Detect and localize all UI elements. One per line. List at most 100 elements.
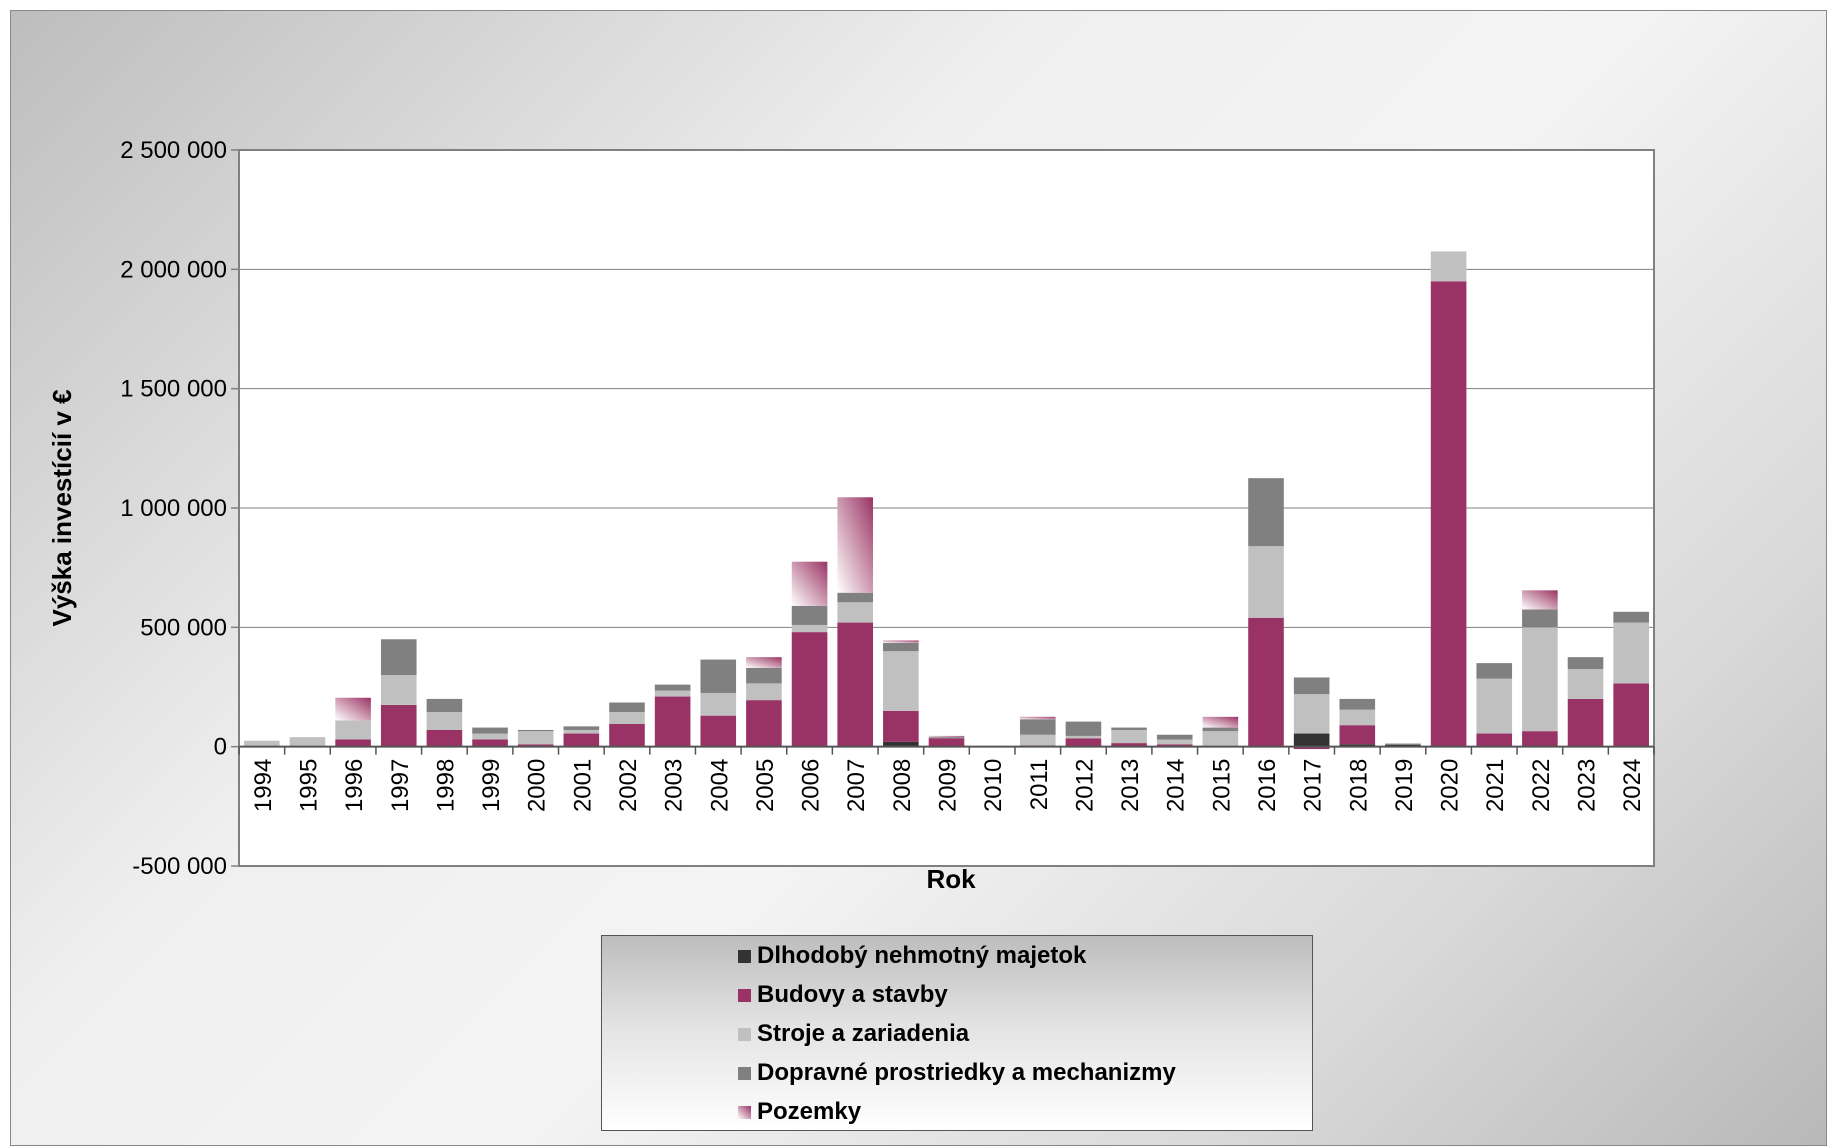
- bar-2002-series-2: [609, 712, 645, 724]
- legend-swatch-stroje: [738, 1027, 751, 1041]
- x-tick-label: 2001: [569, 759, 596, 812]
- bar-2007-series-1: [837, 622, 874, 747]
- x-tick-label: 2008: [889, 759, 916, 812]
- x-tick-label: 2003: [661, 759, 688, 812]
- bar-2016-series-3: [1248, 478, 1284, 547]
- bar-2003-series-1: [654, 696, 691, 747]
- bar-1998-series-1: [426, 729, 463, 747]
- x-tick-label: 1995: [295, 759, 322, 812]
- x-tick-label: 2004: [706, 759, 733, 812]
- x-tick-label: 2000: [524, 759, 551, 812]
- x-tick-label: 2012: [1071, 759, 1098, 812]
- bar-2022-series-2: [1522, 627, 1558, 732]
- bar-2021-series-3: [1476, 663, 1513, 679]
- bar-2020-series-2: [1430, 251, 1467, 282]
- x-tick-label: 2023: [1574, 759, 1601, 812]
- x-tick-label: 2014: [1163, 759, 1190, 812]
- bar-2001-series-3: [563, 726, 600, 730]
- bar-1996-series-2: [335, 720, 371, 740]
- legend-label-budovy: Budovy a stavby: [757, 981, 948, 1008]
- bar-2005-series-2: [746, 683, 782, 701]
- chart-svg: -500 000 0 500 000 1 000 000 1 500 000 2 000 …: [47, 137, 1655, 894]
- bar-2008-series-2: [883, 651, 919, 711]
- x-tick-label: 1998: [432, 759, 459, 812]
- bar-2018-series-1: [1339, 725, 1376, 745]
- bar-2003-series-3: [654, 684, 691, 691]
- x-tick-label: 1996: [341, 759, 368, 812]
- bar-2016-series-1: [1248, 617, 1284, 747]
- bar-2024-series-1: [1613, 683, 1649, 747]
- x-tick-label: 1997: [387, 759, 414, 812]
- bar-2003-series-2: [654, 690, 691, 697]
- bar-2006-series-1: [791, 632, 828, 747]
- legend-item-dlhodoby: Dlhodobý nehmotný majetok: [738, 938, 1086, 974]
- bar-1996-series-1: [335, 739, 371, 747]
- bar-2005-series-3: [746, 667, 782, 684]
- bar-1995-series-2: [289, 737, 326, 747]
- x-tick-label: 2011: [1026, 759, 1053, 811]
- bar-2000-series-3: [517, 729, 554, 732]
- bar-2017-series-2: [1293, 694, 1330, 734]
- x-tick-label: 2006: [798, 759, 825, 812]
- bar-1997-series-3: [380, 639, 417, 676]
- legend-label-pozemky: Pozemky: [757, 1098, 862, 1125]
- x-tick-label: 1999: [478, 759, 505, 812]
- bar-2019-series-3: [1385, 743, 1421, 745]
- bar-2008-series-1: [883, 710, 919, 742]
- bar-2006-series-3: [791, 605, 828, 625]
- y-tick-label: 1 500 000: [120, 376, 227, 403]
- bar-2002-series-1: [609, 723, 645, 747]
- bar-2014-series-2: [1156, 739, 1193, 745]
- legend-label-dopravne: Dopravné prostriedky a mechanizmy: [757, 1059, 1176, 1086]
- bar-2001-series-1: [563, 733, 600, 747]
- bar-2008-series-0: [883, 741, 919, 747]
- y-tick-label: -500 000: [132, 853, 227, 880]
- bar-2023-series-2: [1567, 669, 1604, 699]
- x-tick-label: 2018: [1345, 759, 1372, 812]
- bar-2024-series-3: [1613, 611, 1649, 623]
- bar-2012-series-3: [1065, 721, 1102, 736]
- legend-item-dopravne: Dopravné prostriedky a mechanizmy: [738, 1055, 1176, 1091]
- chart-frame: -500 000 0 500 000 1 000 000 1 500 000 2 000 …: [10, 10, 1827, 1146]
- bar-2005-series-4: [746, 657, 782, 668]
- bar-2017-series-1: [1293, 746, 1330, 750]
- y-tick-label: 1 000 000: [120, 495, 227, 522]
- x-tick-label: 2024: [1619, 759, 1646, 812]
- y-tick-label: 2 000 000: [120, 256, 227, 283]
- legend-swatch-pozemky: [738, 1105, 751, 1119]
- bar-2016-series-2: [1248, 546, 1284, 618]
- bar-2012-series-1: [1065, 738, 1102, 747]
- legend-item-stroje: Stroje a zariadenia: [738, 1016, 969, 1052]
- axes: -500 000 0 500 000 1 000 000 1 500 000 2 000 …: [120, 137, 1655, 880]
- bar-2023-series-1: [1567, 698, 1604, 747]
- bar-2001-series-2: [563, 729, 600, 734]
- bar-2014-series-1: [1156, 744, 1193, 747]
- x-tick-label: 2010: [980, 759, 1007, 812]
- legend-item-budovy: Budovy a stavby: [738, 977, 948, 1013]
- x-tick-label: 2002: [615, 759, 642, 812]
- bar-2006-series-4: [791, 561, 828, 606]
- bar-2013-series-2: [1111, 729, 1147, 744]
- bar-2013-series-3: [1111, 727, 1147, 730]
- bar-1996-series-4: [335, 697, 371, 721]
- y-tick-label: 500 000: [140, 614, 227, 641]
- bar-2008-series-3: [883, 642, 919, 652]
- legend: Dlhodobý nehmotný majetok Budovy a stavb…: [601, 935, 1313, 1131]
- bar-2012-series-2: [1065, 735, 1102, 739]
- bar-2006-series-2: [791, 624, 828, 633]
- bar-2024-series-2: [1613, 622, 1649, 684]
- x-tick-label: 2015: [1208, 759, 1235, 812]
- bar-1998-series-2: [426, 712, 463, 730]
- bar-2000-series-1: [517, 744, 554, 747]
- bar-2008-series-4: [883, 640, 919, 643]
- bar-2009-series-3: [928, 737, 965, 739]
- bar-2014-series-3: [1156, 734, 1193, 740]
- x-tick-label: 1994: [250, 759, 277, 812]
- bar-2015-series-3: [1202, 727, 1239, 732]
- bar-2021-series-1: [1476, 733, 1513, 747]
- y-tick-label: 0: [214, 734, 227, 761]
- x-tick-label: 2007: [843, 759, 870, 812]
- bar-2015-series-2: [1202, 731, 1239, 747]
- bar-2022-series-1: [1522, 731, 1558, 747]
- bar-1999-series-1: [472, 739, 508, 747]
